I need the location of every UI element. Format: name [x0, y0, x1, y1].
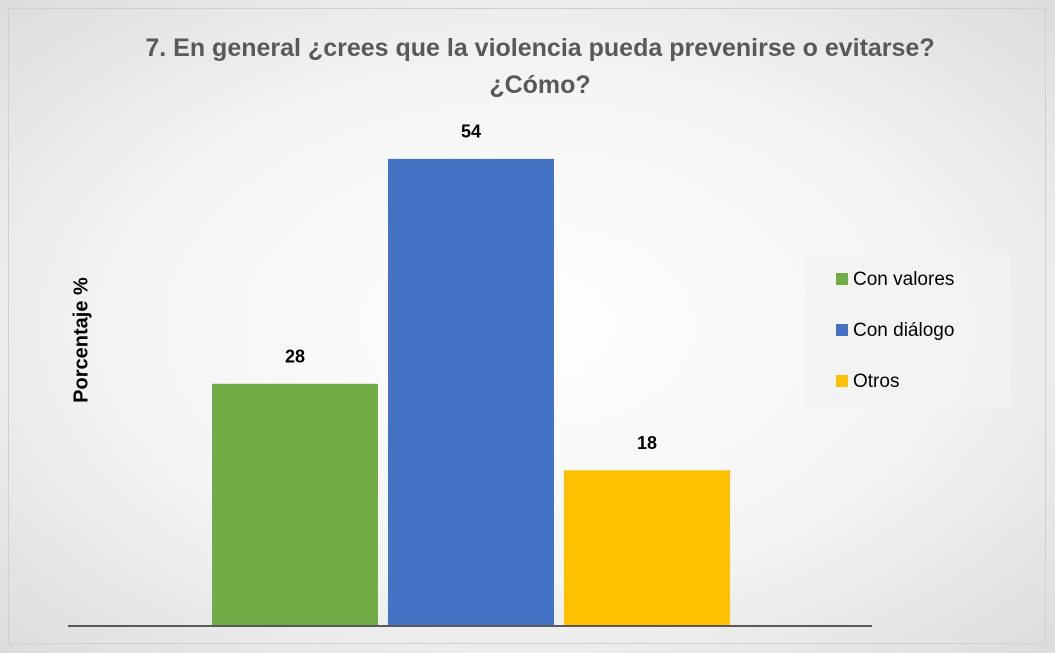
legend-label: Con valores — [853, 269, 954, 290]
bar — [212, 383, 378, 626]
legend-swatch — [836, 324, 848, 336]
legend-swatch — [836, 273, 848, 285]
chart-title: 7. En general ¿crees que la violencia pu… — [145, 34, 935, 99]
data-label: 54 — [461, 122, 481, 142]
data-label: 18 — [637, 433, 657, 453]
legend-label: Otros — [853, 371, 899, 392]
bar — [388, 158, 554, 626]
data-label: 28 — [285, 347, 305, 367]
chart-frame — [8, 8, 1046, 644]
y-axis-label: Porcentaje % — [70, 277, 92, 403]
bar — [564, 470, 730, 626]
legend-label: Con diálogo — [853, 320, 954, 341]
legend-swatch — [836, 375, 848, 387]
